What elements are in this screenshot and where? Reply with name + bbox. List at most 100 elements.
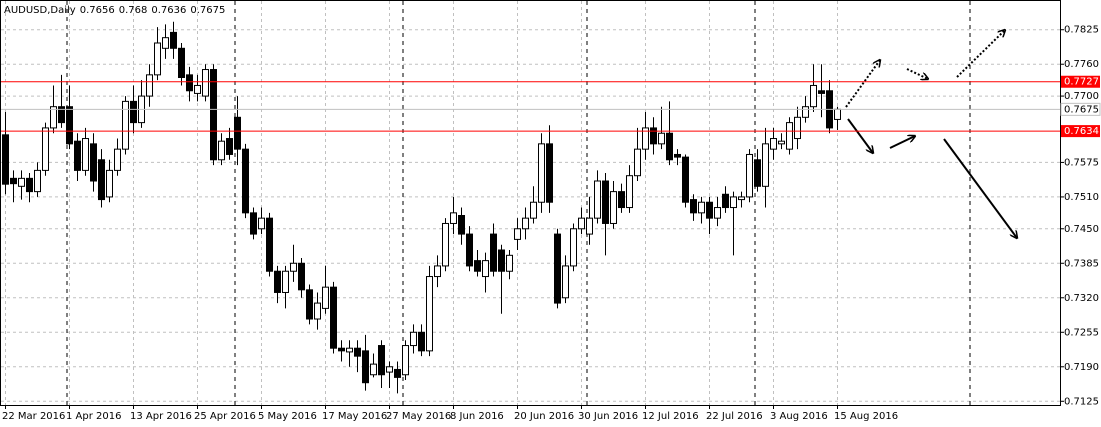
candle-body	[786, 122, 793, 150]
x-tick-label: 15 Aug 2016	[834, 411, 898, 422]
x-tick-label: 1 Apr 2016	[66, 411, 121, 422]
x-tick-label: 25 Apr 2016	[194, 411, 256, 422]
y-tick-label: 0.7825	[1064, 25, 1099, 36]
candle-body	[274, 270, 281, 293]
candle-body	[378, 345, 385, 376]
last-open: 0.7656	[80, 5, 115, 16]
x-tick-label: 3 Aug 2016	[770, 411, 828, 422]
candle-body	[58, 106, 65, 124]
candle-body	[26, 177, 33, 193]
candle-body	[626, 175, 633, 209]
candle-body	[170, 31, 177, 49]
candle-body	[506, 254, 513, 272]
candle-body	[642, 127, 649, 150]
candle-body	[690, 199, 697, 214]
candle-body	[322, 286, 329, 309]
x-tick-label: 17 May 2016	[322, 411, 387, 422]
candle-body	[106, 169, 113, 198]
x-tick-label: 12 Jul 2016	[642, 411, 699, 422]
y-tick-label: 0.7125	[1064, 396, 1099, 407]
candle-body	[226, 138, 233, 155]
x-tick-label: 22 Jul 2016	[706, 411, 763, 422]
price-label-box	[1060, 102, 1101, 116]
candle-body	[362, 350, 369, 384]
candle-body	[154, 42, 161, 76]
candle-body	[130, 100, 137, 124]
candle-body	[466, 233, 473, 267]
candle-body	[546, 143, 553, 203]
candle-body	[674, 153, 681, 158]
candle-body	[2, 134, 9, 185]
candle-body	[418, 331, 425, 352]
candle-body	[370, 363, 377, 376]
candle-body	[98, 159, 105, 201]
trend-arrows	[845, 30, 1017, 238]
candle-body	[618, 191, 625, 209]
x-tick-label: 22 Mar 2016	[2, 411, 65, 422]
candle-body	[306, 289, 313, 320]
candle-body	[442, 222, 449, 267]
candle-body	[498, 249, 505, 272]
y-tick-label: 0.7510	[1064, 192, 1099, 203]
x-tick-label: 8 Jun 2016	[450, 411, 504, 422]
candle-body	[250, 212, 257, 235]
plot	[2, 21, 841, 394]
candle-body	[194, 84, 201, 94]
candle-body	[602, 180, 609, 224]
candle-body	[730, 196, 737, 209]
candle-body	[386, 366, 393, 373]
candle-body	[634, 148, 641, 177]
candle-body	[522, 217, 529, 230]
candle-body	[818, 90, 825, 94]
candle-body	[794, 116, 801, 140]
candle-body	[330, 286, 337, 349]
chart-title: AUDUSD,Daily	[4, 5, 76, 16]
candle-body	[562, 265, 569, 299]
candle-body	[778, 140, 785, 145]
x-tick-label: 27 May 2016	[386, 411, 451, 422]
y-tick-label: 0.7255	[1064, 327, 1099, 338]
candle-body	[450, 212, 457, 224]
candle-body	[394, 368, 401, 378]
candle-body	[586, 217, 593, 235]
y-tick-label: 0.7575	[1064, 157, 1099, 168]
candle-body	[74, 140, 81, 171]
arrow	[889, 136, 915, 149]
price-label: 0.7675	[1064, 104, 1099, 115]
candle-body	[210, 69, 217, 161]
last-close: 0.7675	[190, 5, 225, 16]
candle-body	[770, 138, 777, 150]
candle-body	[650, 127, 657, 145]
candle-body	[834, 108, 841, 120]
candle-body	[314, 302, 321, 320]
candle-body	[90, 143, 97, 182]
candle-body	[514, 228, 521, 240]
candle-body	[722, 193, 729, 209]
y-tick-label: 0.7320	[1064, 293, 1099, 304]
candle-body	[706, 201, 713, 219]
candle-body	[410, 331, 417, 347]
candle-body	[290, 262, 297, 272]
last-low: 0.7636	[151, 5, 186, 16]
candle-body	[762, 143, 769, 187]
candle-body	[570, 228, 577, 267]
candle-body	[714, 207, 721, 219]
candle-body	[242, 148, 249, 214]
x-tick-label: 20 Jun 2016	[514, 411, 574, 422]
arrow	[847, 118, 873, 153]
candle-body	[474, 260, 481, 272]
candle-body	[482, 260, 489, 278]
chart-header: AUDUSD,Daily 0.7656 0.768 0.7636 0.7675	[4, 5, 225, 16]
candle-body	[666, 132, 673, 161]
candle-body	[122, 100, 129, 150]
candle-body	[42, 127, 49, 171]
candle-body	[66, 106, 73, 145]
arrow	[845, 60, 880, 108]
candle-body	[554, 233, 561, 304]
candle-body	[18, 177, 25, 187]
candle-body	[178, 47, 185, 78]
level-label-box	[1061, 125, 1100, 138]
candle-body	[146, 74, 153, 97]
last-high: 0.768	[119, 5, 148, 16]
